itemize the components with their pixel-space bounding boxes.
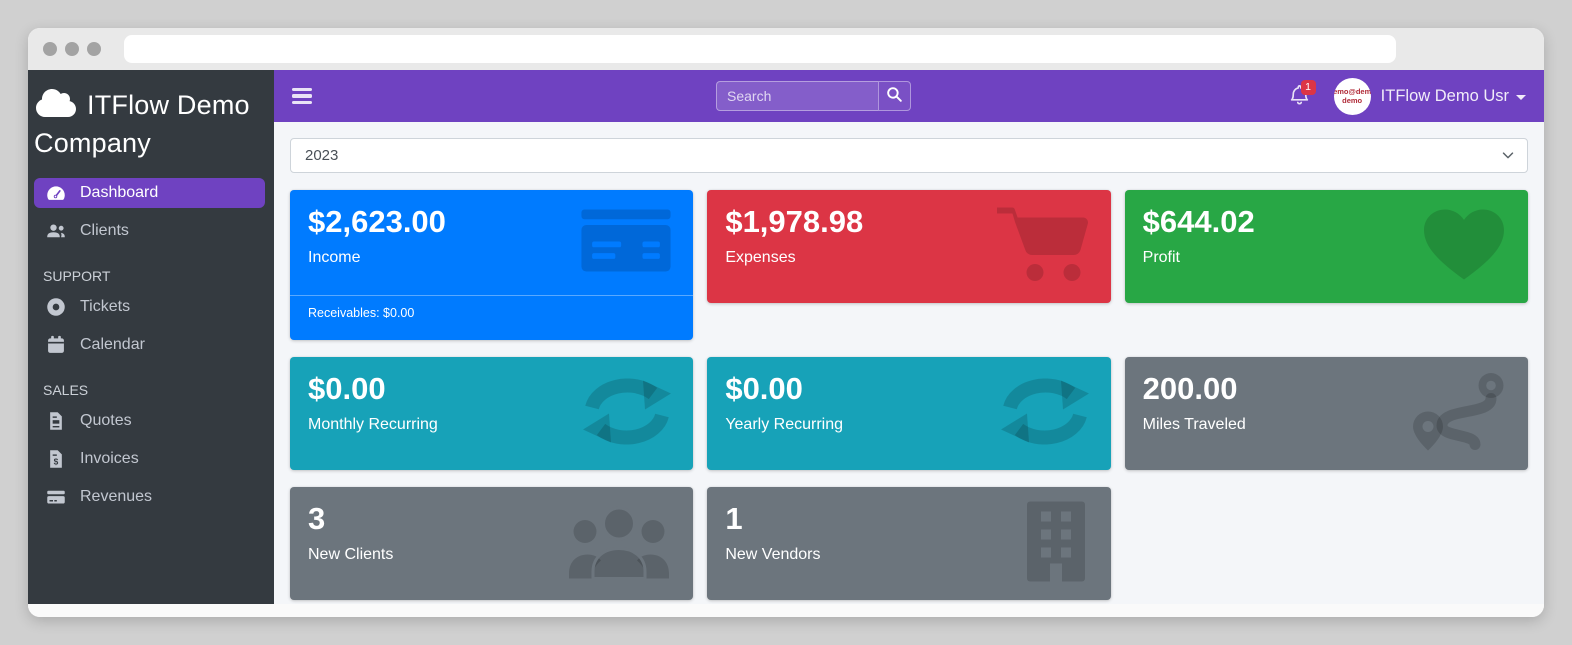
route-icon bbox=[1412, 371, 1506, 456]
sidebar-item-label: Invoices bbox=[80, 450, 139, 467]
search-button[interactable] bbox=[878, 81, 911, 111]
user-menu-button[interactable]: ITFlow Demo Usr bbox=[1381, 87, 1526, 106]
new-clients-label: New Clients bbox=[308, 546, 394, 563]
dashboard-content: 2023 $2,623.00 Income bbox=[274, 122, 1544, 604]
sidebar-item-label: Revenues bbox=[80, 488, 153, 505]
window-bottom-strip bbox=[28, 604, 1544, 617]
sidebar-item-label: Tickets bbox=[80, 298, 131, 315]
credit-card-icon bbox=[581, 209, 671, 276]
calendar-icon bbox=[45, 335, 67, 355]
window-control-dot[interactable] bbox=[65, 42, 79, 56]
brand[interactable]: ITFlow Demo Company bbox=[28, 70, 274, 166]
monthly-recurring-value: $0.00 bbox=[308, 371, 386, 406]
sidebar-item-invoices[interactable]: $ Invoices bbox=[34, 444, 265, 474]
miles-traveled-label: Miles Traveled bbox=[1142, 416, 1246, 433]
sidebar-item-label: Calendar bbox=[80, 336, 145, 353]
new-clients-value: 3 bbox=[308, 501, 326, 536]
notifications-button[interactable]: 1 bbox=[1288, 80, 1316, 110]
address-bar[interactable] bbox=[124, 35, 1396, 63]
credit-card-icon bbox=[45, 487, 67, 507]
yearly-recurring-value: $0.00 bbox=[725, 371, 803, 406]
income-card[interactable]: $2,623.00 Income Receivables: $0.00 bbox=[290, 190, 694, 340]
svg-text:$: $ bbox=[54, 456, 59, 466]
yearly-recurring-label: Yearly Recurring bbox=[725, 416, 844, 433]
tachometer-icon bbox=[45, 183, 67, 203]
users-icon bbox=[567, 504, 671, 583]
brand-text: ITFlow Demo Company bbox=[34, 90, 250, 158]
miles-traveled-value: 200.00 bbox=[1142, 371, 1238, 406]
users-icon bbox=[45, 221, 67, 241]
income-value: $2,623.00 bbox=[308, 204, 446, 239]
sidebar-menu: Dashboard Clients SUPPORT Tickets bbox=[28, 178, 274, 512]
life-ring-icon bbox=[45, 297, 67, 317]
notification-badge: 1 bbox=[1300, 80, 1316, 95]
browser-chrome bbox=[28, 28, 1544, 70]
monthly-recurring-label: Monthly Recurring bbox=[308, 416, 438, 433]
sidebar-item-tickets[interactable]: Tickets bbox=[34, 292, 265, 322]
avatar-text: demo@demo bbox=[1333, 87, 1371, 96]
sidebar-item-label: Dashboard bbox=[80, 184, 159, 201]
navbar-search bbox=[716, 81, 911, 111]
avatar[interactable]: demo@demo demo bbox=[1333, 77, 1371, 115]
sidebar-section-sales: SALES bbox=[43, 382, 89, 398]
top-navbar: 1 demo@demo demo ITFlow Demo Usr bbox=[274, 70, 1544, 122]
income-footer[interactable]: Receivables: $0.00 bbox=[290, 295, 694, 340]
caret-down-icon bbox=[1516, 94, 1526, 100]
new-vendors-value: 1 bbox=[725, 501, 743, 536]
avatar-text: demo bbox=[1342, 96, 1363, 105]
new-clients-card[interactable]: 3 New Clients bbox=[290, 487, 694, 600]
expenses-card[interactable]: $1,978.98 Expenses bbox=[707, 190, 1111, 303]
monthly-recurring-card[interactable]: $0.00 Monthly Recurring bbox=[290, 357, 694, 470]
sidebar: ITFlow Demo Company Dashboard Clients SU… bbox=[28, 70, 274, 604]
new-vendors-card[interactable]: 1 New Vendors bbox=[707, 487, 1111, 600]
yearly-recurring-card[interactable]: $0.00 Yearly Recurring bbox=[707, 357, 1111, 470]
heart-icon bbox=[1422, 207, 1506, 286]
miles-traveled-card[interactable]: 200.00 Miles Traveled bbox=[1124, 357, 1528, 470]
hamburger-menu-icon[interactable] bbox=[292, 88, 312, 104]
browser-window: ITFlow Demo Company Dashboard Clients SU… bbox=[28, 28, 1544, 617]
sidebar-item-label: Quotes bbox=[80, 412, 132, 429]
expenses-value: $1,978.98 bbox=[725, 204, 864, 239]
sidebar-item-revenues[interactable]: Revenues bbox=[34, 482, 265, 512]
search-icon bbox=[885, 85, 904, 107]
sidebar-item-dashboard[interactable]: Dashboard bbox=[34, 178, 265, 208]
window-control-dot[interactable] bbox=[87, 42, 101, 56]
expenses-label: Expenses bbox=[725, 249, 796, 266]
profit-value: $644.02 bbox=[1142, 204, 1255, 239]
profit-card[interactable]: $644.02 Profit bbox=[1124, 190, 1528, 303]
sync-icon bbox=[1000, 377, 1089, 449]
cloud-icon bbox=[36, 89, 76, 117]
income-label: Income bbox=[308, 249, 361, 266]
file-invoice-icon bbox=[45, 411, 67, 431]
new-vendors-label: New Vendors bbox=[725, 546, 821, 563]
year-select[interactable]: 2023 bbox=[290, 138, 1528, 173]
sidebar-item-label: Clients bbox=[80, 222, 129, 239]
sidebar-item-quotes[interactable]: Quotes bbox=[34, 406, 265, 436]
sync-icon bbox=[583, 377, 672, 449]
shopping-cart-icon bbox=[996, 205, 1089, 288]
bell-icon bbox=[1288, 85, 1311, 110]
sidebar-section-support: SUPPORT bbox=[43, 268, 111, 284]
sidebar-item-clients[interactable]: Clients bbox=[34, 216, 265, 246]
sidebar-item-calendar[interactable]: Calendar bbox=[34, 330, 265, 360]
file-invoice-dollar-icon: $ bbox=[45, 449, 67, 469]
user-name-label: ITFlow Demo Usr bbox=[1380, 86, 1509, 105]
search-input[interactable] bbox=[716, 81, 878, 111]
profit-label: Profit bbox=[1142, 249, 1180, 266]
window-control-dot[interactable] bbox=[43, 42, 57, 56]
building-icon bbox=[1023, 501, 1089, 586]
window-controls bbox=[43, 42, 101, 56]
